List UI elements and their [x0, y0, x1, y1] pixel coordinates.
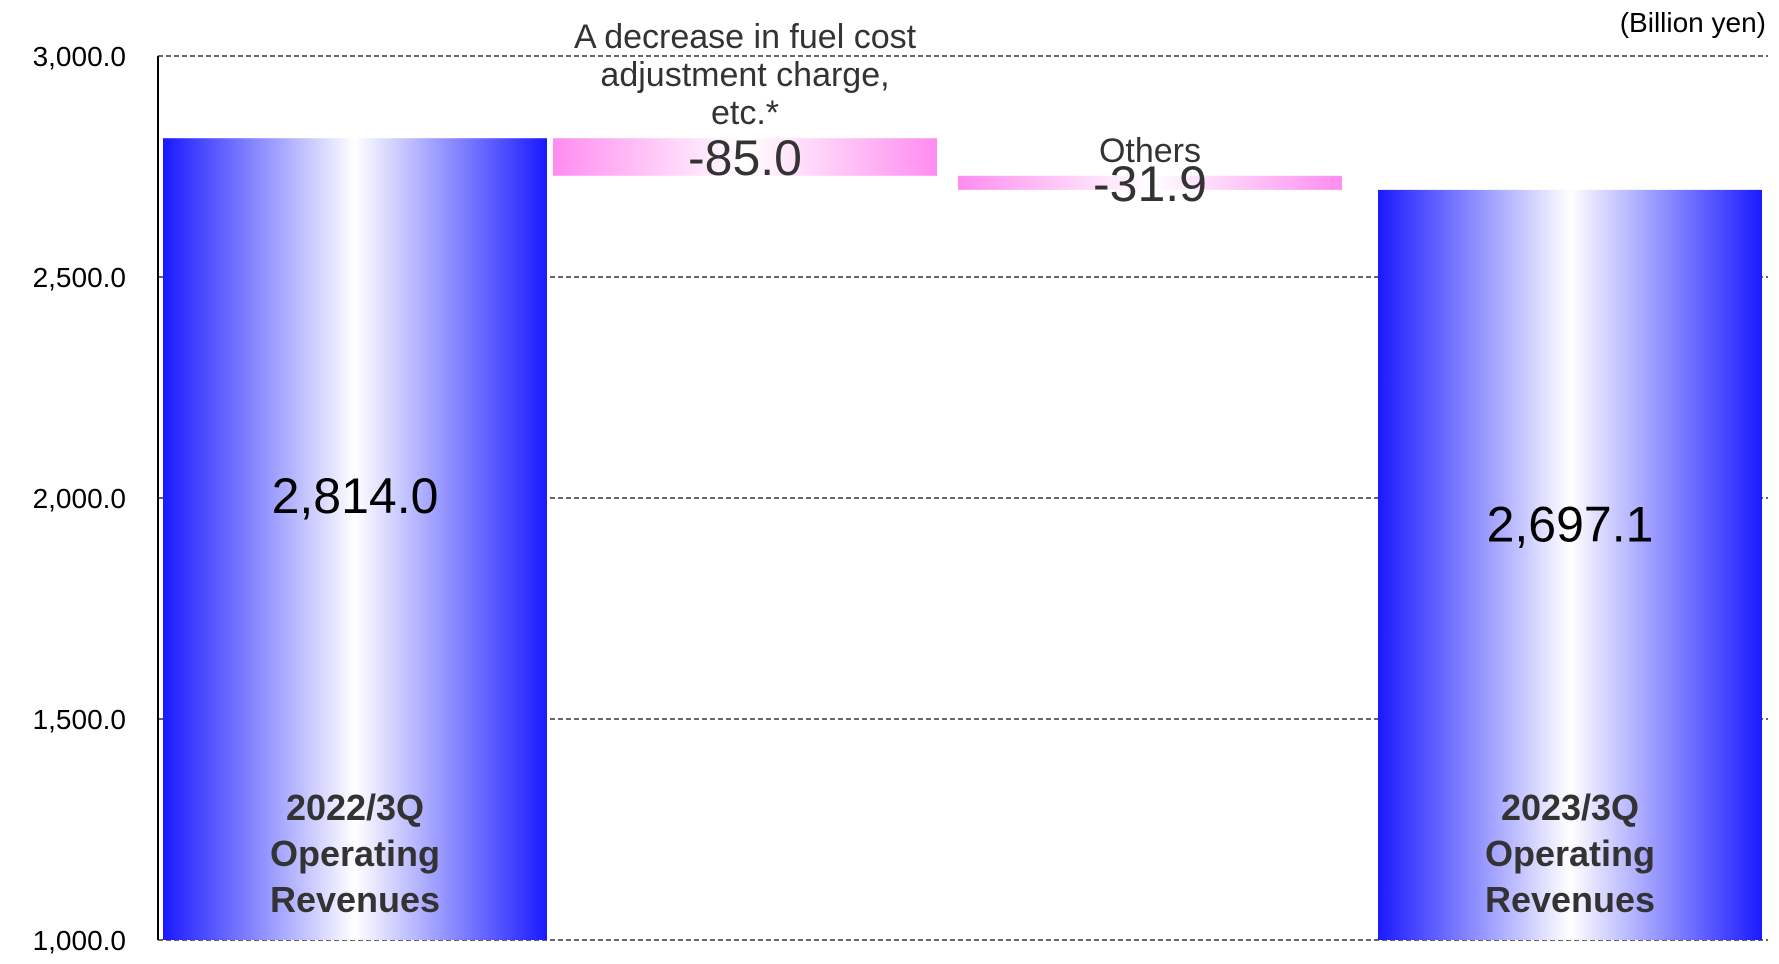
- bar-category-label: Operating: [270, 833, 440, 874]
- unit-label: (Billion yen): [1620, 7, 1766, 38]
- bar-total: [163, 138, 547, 940]
- bar-delta: [553, 138, 937, 176]
- labels: 2,814.0 2022/3Q Operating Revenues -85.0 A de…: [270, 18, 1655, 920]
- bar-delta: [958, 175, 1342, 190]
- bar-total: [1378, 189, 1762, 940]
- bar-category-label: etc.*: [711, 94, 779, 132]
- y-tick-label: 2,000.0: [33, 483, 126, 514]
- bar-value-label: -85.0: [688, 130, 802, 186]
- y-tick-label: 3,000.0: [33, 41, 126, 72]
- bar-value-label: 2,814.0: [272, 468, 439, 524]
- bar-category-label: Operating: [1485, 833, 1655, 874]
- bar-category-label: 2022/3Q: [286, 787, 424, 828]
- y-tick-label: 2,500.0: [33, 262, 126, 293]
- bar-category-label: 2023/3Q: [1501, 787, 1639, 828]
- bar-category-label: adjustment charge,: [600, 56, 889, 94]
- bar-category-label: Others: [1099, 132, 1201, 170]
- bar-category-label: A decrease in fuel cost: [574, 18, 917, 56]
- bar-value-label: -31.9: [1093, 156, 1207, 212]
- bar-value-label: 2,697.1: [1487, 496, 1654, 552]
- bars: [163, 138, 1762, 940]
- bar-category-label: Revenues: [1485, 879, 1655, 920]
- y-tick-label: 1,500.0: [33, 704, 126, 735]
- bar-category-label: Revenues: [270, 879, 440, 920]
- y-tick-label: 1,000.0: [33, 925, 126, 956]
- y-axis: 1,000.0 1,500.0 2,000.0 2,500.0 3,000.0: [33, 41, 159, 956]
